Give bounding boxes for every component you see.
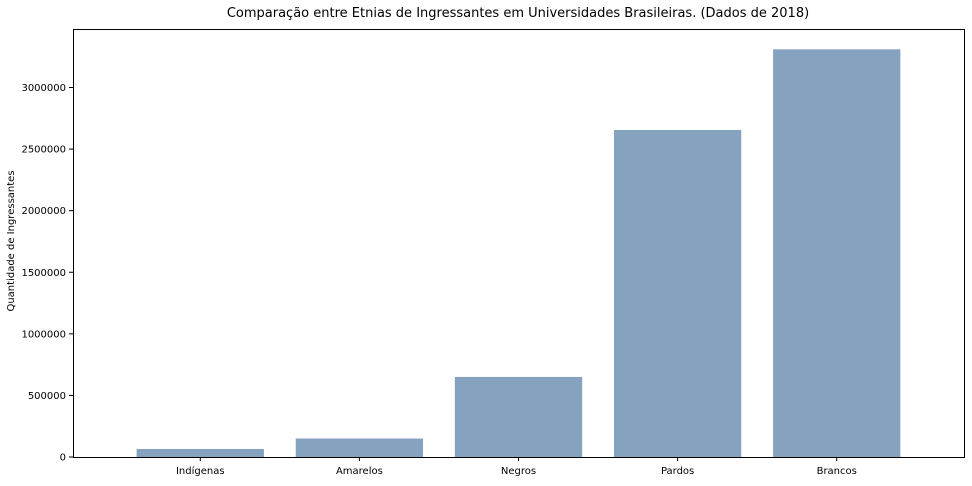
y-tick-label: 0 [60,453,66,464]
y-axis: 0 500000 1000000 1500000 2000000 2500000 30000… [21,83,73,464]
x-tick-label: Negros [501,466,536,477]
x-tick-label: Amarelos [336,466,383,477]
bar-negros [454,376,583,457]
y-tick-label: 3000000 [21,83,66,94]
bar-amarelos [295,438,424,457]
bar-brancos [773,49,901,458]
y-tick-label: 1000000 [21,329,66,340]
bars-group [136,49,901,458]
bar-pardos [613,129,742,458]
y-tick-label: 500000 [28,391,66,402]
y-tick-label: 2000000 [21,206,66,217]
x-tick-label: Indígenas [176,465,225,477]
y-tick-label: 1500000 [21,268,66,279]
plot-frame [73,29,965,458]
x-axis: Indígenas Amarelos Negros Pardos Brancos [176,457,857,477]
bar-indígenas [136,448,264,457]
chart-title: Comparação entre Etnias de Ingressantes … [227,6,809,21]
y-axis-label: Quantidade de Ingressantes [6,170,17,311]
x-tick-label: Brancos [817,466,857,477]
x-tick-label: Pardos [661,466,694,477]
y-tick-label: 2500000 [21,145,66,156]
